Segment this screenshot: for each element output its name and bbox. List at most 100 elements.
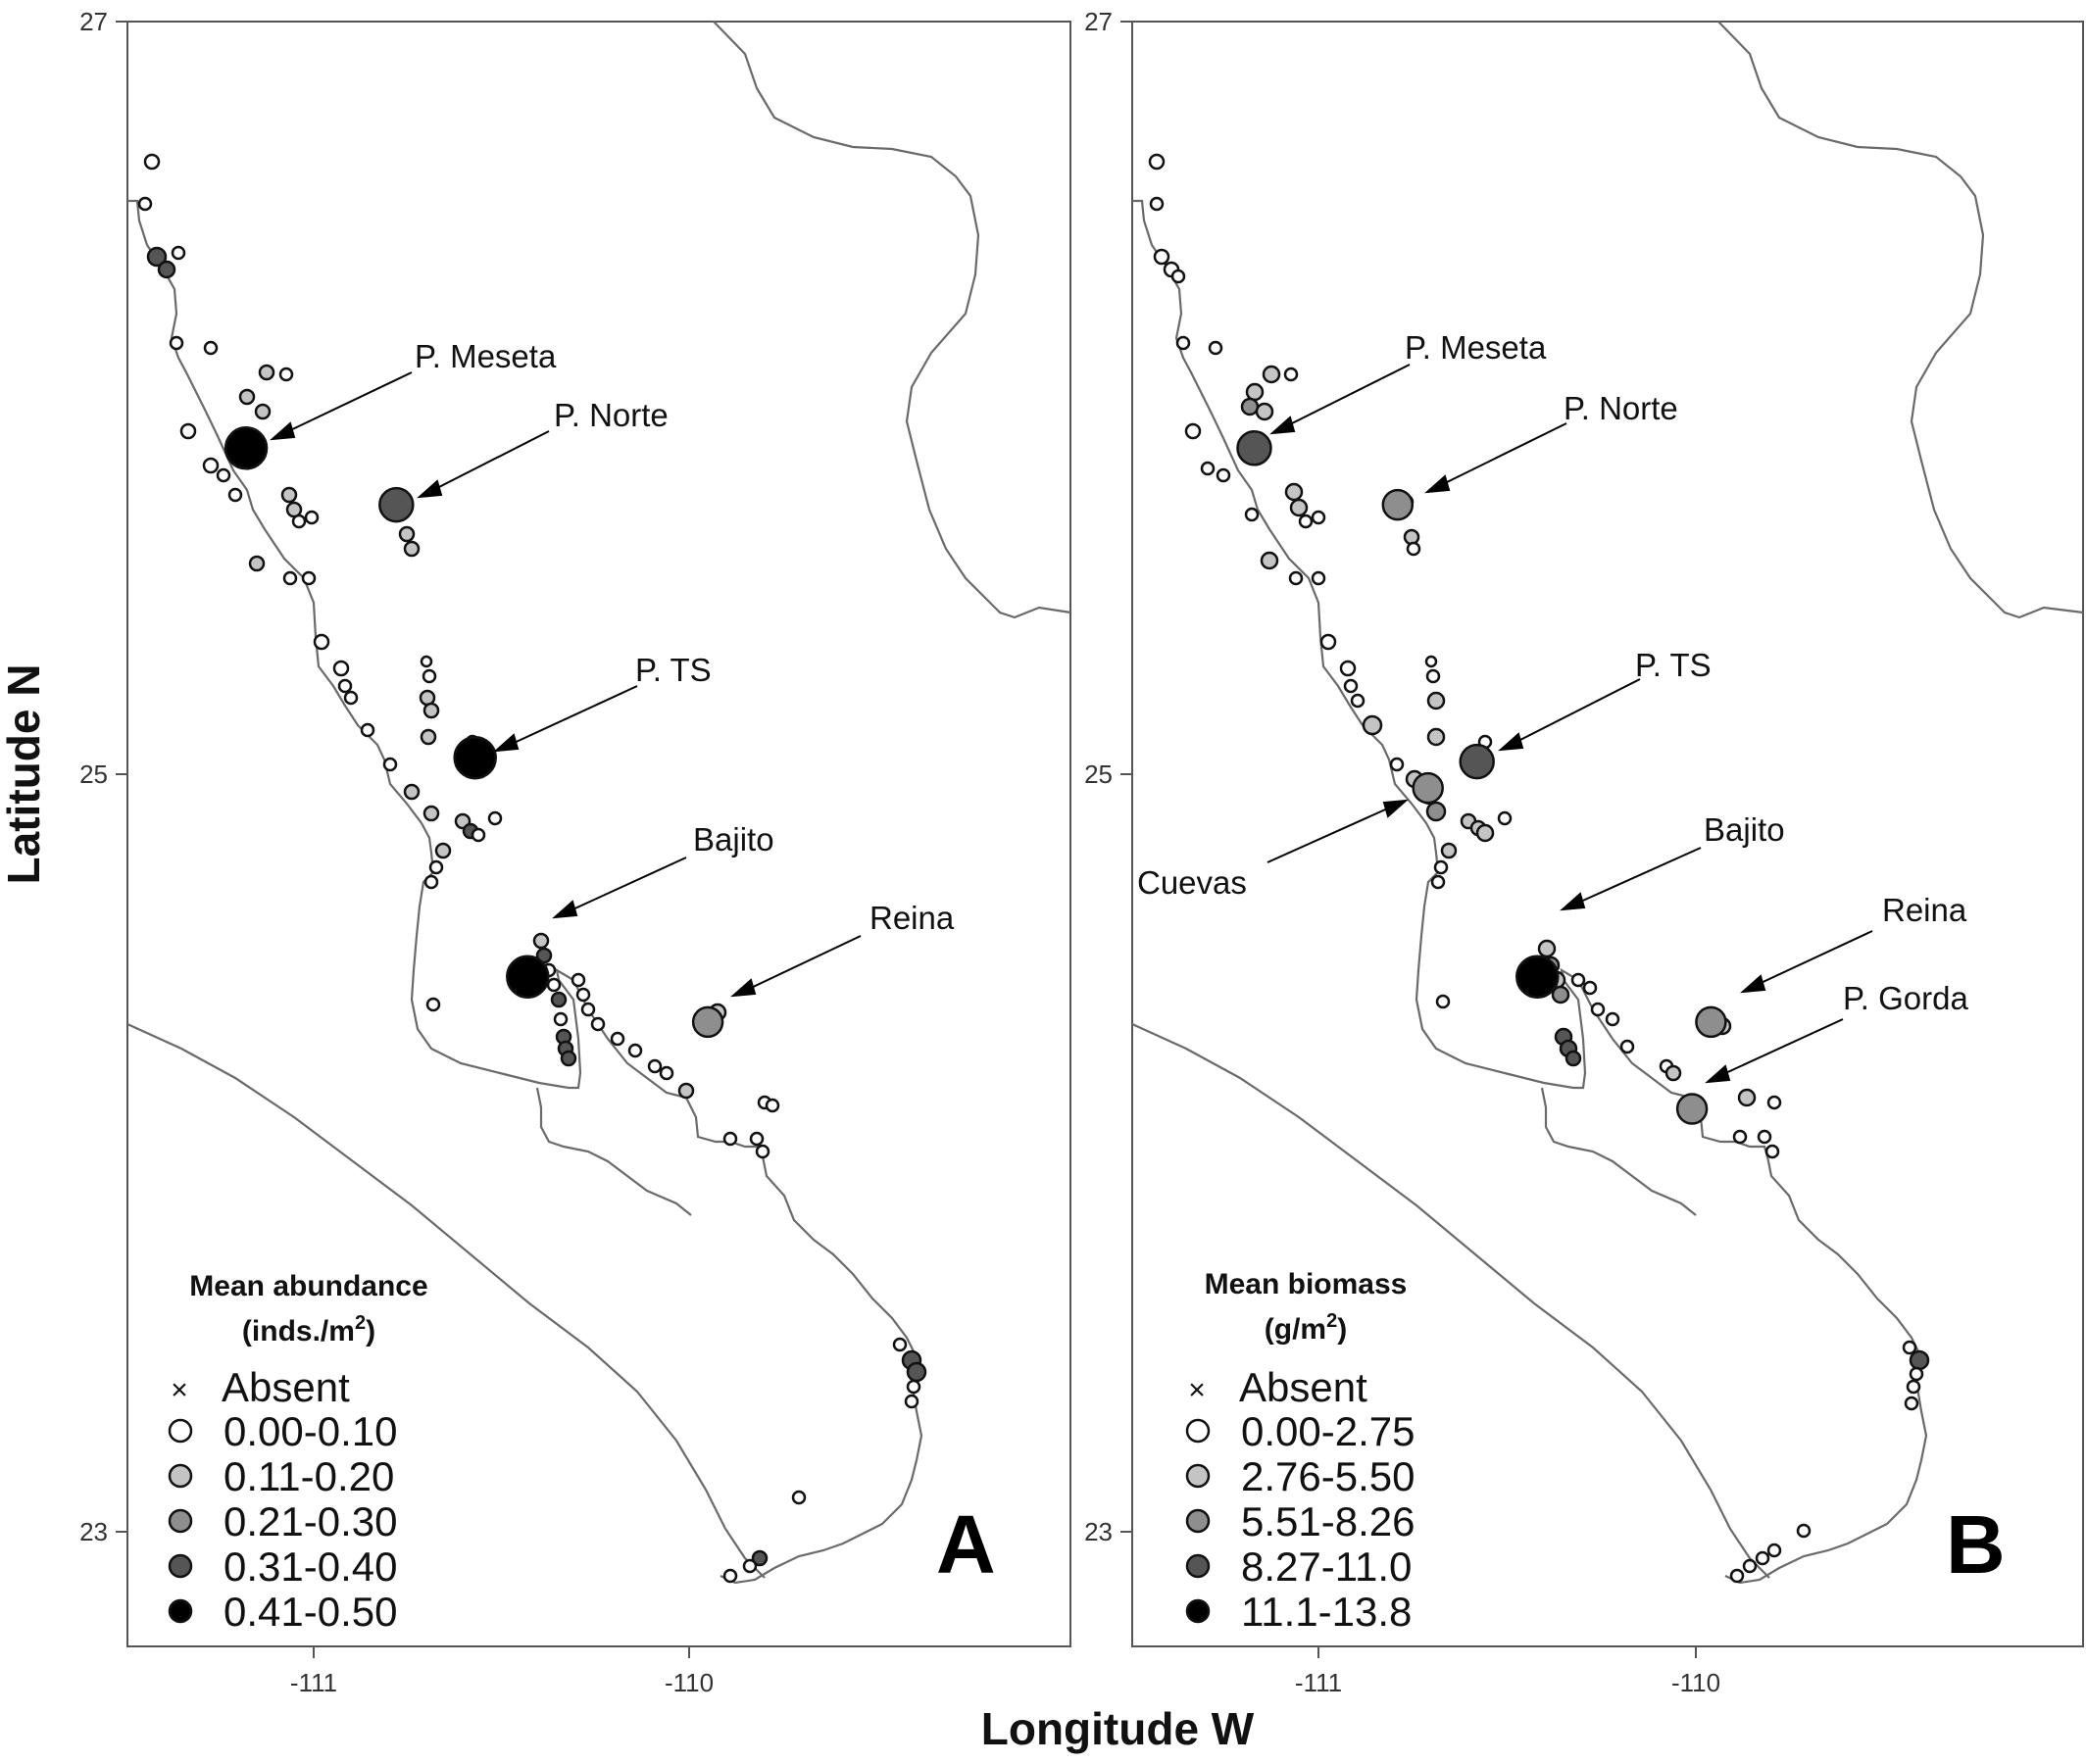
site-marker-p-norte-a xyxy=(378,486,415,523)
panel-a-xtick-label-110: -110 xyxy=(665,1668,714,1697)
legend-b-title: Mean biomass xyxy=(1205,1268,1408,1300)
panel-b-site-labels: P. Meseta P. Norte P. TS Cuevas Bajito R… xyxy=(1137,329,1968,1016)
site-marker-reina-b xyxy=(1695,1005,1727,1039)
arrow-reina-b xyxy=(1756,930,1873,986)
legend-b-absent-symbol: × xyxy=(1188,1374,1206,1406)
panel-a-letter: A xyxy=(936,1498,996,1591)
panel-b-ytick-label-23: 23 xyxy=(1084,1517,1113,1546)
site-marker-p-norte-b xyxy=(1381,488,1415,521)
legend-b-symbol-3 xyxy=(1185,1508,1211,1534)
panel-a-arrows xyxy=(270,371,862,998)
legend-a-item-4: 0.31-0.40 xyxy=(224,1544,397,1590)
legend-b-item-5: 11.1-13.8 xyxy=(1241,1589,1412,1635)
panel-a-ytick-label-27: 27 xyxy=(79,7,108,36)
legend-b-item-4: 8.27-11.0 xyxy=(1241,1544,1412,1590)
legend-b-symbol-4 xyxy=(1185,1553,1211,1579)
arrowhead-reina-a xyxy=(730,978,757,998)
arrowhead-p-meseta-b xyxy=(1269,416,1296,435)
arrowhead-reina-b xyxy=(1740,974,1766,994)
legend-b-symbol-5 xyxy=(1185,1598,1211,1624)
legend-a-item-1: 0.00-0.10 xyxy=(224,1408,397,1454)
panel-a-pacific-coast xyxy=(126,1022,766,1579)
label-p-meseta-b: P. Meseta xyxy=(1405,329,1547,366)
arrowhead-p-norte-a xyxy=(417,479,443,499)
arrowhead-p-norte-b xyxy=(1424,474,1451,494)
legend-b-symbol-1 xyxy=(1185,1418,1211,1444)
label-p-meseta-a: P. Meseta xyxy=(415,338,557,374)
arrow-p-gorda-b xyxy=(1720,1018,1844,1076)
legend-b-item-2: 2.76-5.50 xyxy=(1241,1453,1415,1499)
panel-a-inner-line xyxy=(535,1087,692,1216)
legend-a-title: Mean abundance xyxy=(189,1270,427,1302)
legend-a-item-absent: Absent xyxy=(222,1364,350,1410)
site-marker-p-ts-b xyxy=(1459,743,1495,780)
label-bajito-a: Bajito xyxy=(693,821,774,858)
legend-a-unit-sup: 2 xyxy=(355,1312,366,1334)
site-marker-reina-a xyxy=(691,1005,724,1039)
panel-b-ytick-label-25: 25 xyxy=(1084,760,1113,789)
panel-a-ytick-label-23: 23 xyxy=(79,1517,108,1546)
legend-a-symbol-4 xyxy=(168,1553,193,1579)
x-axis-title: Longitude W xyxy=(981,1703,1255,1754)
legend-b-item-absent: Absent xyxy=(1239,1364,1367,1410)
legend-b-item-1: 0.00-2.75 xyxy=(1241,1408,1415,1454)
arrowhead-p-meseta-a xyxy=(270,421,296,441)
arrowhead-cuevas-b xyxy=(1382,799,1409,818)
legend-a-item-5: 0.41-0.50 xyxy=(224,1589,397,1635)
label-p-gorda-b: P. Gorda xyxy=(1843,980,1968,1016)
label-p-ts-a: P. TS xyxy=(635,652,712,688)
panel-a-site-labels: P. Meseta P. Norte P. TS Bajito Reina xyxy=(415,338,955,936)
panel-b: P. Meseta P. Norte P. TS Cuevas Bajito R… xyxy=(1084,7,2084,1697)
panel-b-arrows xyxy=(1266,364,1873,1084)
legend-a-absent-symbol: × xyxy=(171,1374,188,1406)
panel-a-highlighted-sites xyxy=(224,426,724,1039)
label-cuevas-b: Cuevas xyxy=(1137,864,1247,901)
arrowhead-bajito-b xyxy=(1560,892,1586,911)
site-marker-p-meseta-b xyxy=(1236,430,1272,466)
legend-a-symbol-2 xyxy=(168,1463,193,1489)
panel-b-letter: B xyxy=(1946,1498,2006,1591)
site-marker-bajito-b xyxy=(1515,955,1560,999)
legend-b-unit-end: ) xyxy=(1337,1313,1347,1346)
panel-b-pacific-coast xyxy=(1131,1022,1770,1579)
panel-a: P. Meseta P. Norte P. TS Bajito Reina Me… xyxy=(79,7,1071,1697)
legend-b-unit-sup: 2 xyxy=(1326,1310,1337,1332)
legend-b-unit: (g/m2) xyxy=(1265,1310,1347,1346)
panel-a-xtick-label-111: -111 xyxy=(290,1668,337,1697)
panel-a-ytick-label-25: 25 xyxy=(79,760,108,789)
site-marker-cuevas-b xyxy=(1412,771,1444,805)
arrow-p-ts-b xyxy=(1514,678,1641,744)
panel-a-mainland-coast xyxy=(713,21,1071,619)
arrow-bajito-a xyxy=(568,857,687,912)
site-marker-p-gorda-b xyxy=(1675,1093,1709,1125)
site-marker-p-ts-a xyxy=(453,735,497,780)
site-marker-p-meseta-a xyxy=(224,426,269,470)
legend-a-symbol-5 xyxy=(168,1598,193,1624)
y-axis-title: Latitude N xyxy=(0,664,49,885)
label-reina-b: Reina xyxy=(1882,892,1967,928)
arrowhead-p-ts-b xyxy=(1498,732,1524,752)
panel-b-ticks xyxy=(1120,21,1697,1658)
panel-b-legend: Mean biomass (g/m2) × Absent 0.00-2.75 2… xyxy=(1185,1268,1415,1635)
panel-b-highlighted-sites xyxy=(1236,430,1727,1125)
arrow-p-norte-b xyxy=(1440,422,1567,486)
panel-b-mainland-coast xyxy=(1717,21,2084,619)
legend-b-unit-main: (g/m xyxy=(1265,1313,1326,1346)
panel-b-frame xyxy=(1131,21,2084,1647)
arrow-p-meseta-b xyxy=(1285,364,1411,427)
arrow-bajito-b xyxy=(1575,847,1702,905)
legend-a-unit-end: ) xyxy=(366,1315,375,1348)
legend-b-symbol-2 xyxy=(1185,1463,1211,1489)
label-p-norte-b: P. Norte xyxy=(1564,390,1678,426)
label-reina-a: Reina xyxy=(869,900,955,936)
panel-b-stations xyxy=(1148,153,1930,1584)
legend-a-unit-main: (inds./m xyxy=(242,1315,355,1348)
legend-b-item-3: 5.51-8.26 xyxy=(1241,1498,1415,1544)
label-p-norte-a: P. Norte xyxy=(554,397,669,433)
arrow-reina-a xyxy=(746,935,862,991)
arrow-p-norte-a xyxy=(432,430,550,491)
arrow-cuevas-b xyxy=(1266,806,1393,863)
label-bajito-b: Bajito xyxy=(1704,811,1785,848)
arrowhead-p-ts-a xyxy=(493,733,520,753)
